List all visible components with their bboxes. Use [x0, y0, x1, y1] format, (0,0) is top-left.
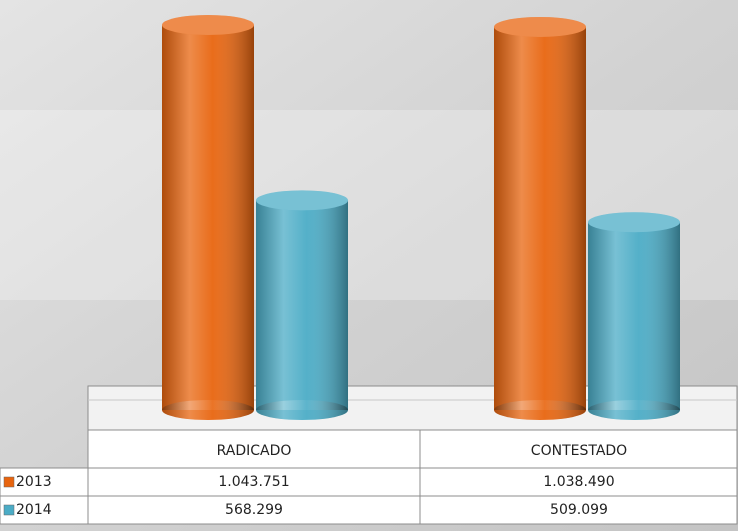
bar	[588, 212, 680, 420]
bar-top-highlight	[162, 15, 254, 35]
bar-top-highlight	[494, 16, 586, 37]
table-body	[87, 429, 738, 525]
value-label: 509.099	[550, 502, 608, 518]
category-label: RADICADO	[217, 443, 292, 459]
bar	[494, 16, 586, 420]
value-label: 1.043.751	[218, 474, 289, 490]
legend-swatch	[3, 504, 15, 516]
bar	[256, 190, 348, 420]
category-label: CONTESTADO	[531, 443, 627, 459]
legend-label: 2013	[16, 474, 52, 490]
bar-top-highlight	[256, 190, 348, 211]
bar-top	[256, 190, 348, 211]
data-table	[0, 429, 738, 525]
bar-shade	[256, 200, 348, 410]
legend-swatch	[3, 476, 15, 488]
legend-label: 2014	[16, 502, 52, 518]
value-label: 568.299	[225, 502, 283, 518]
bar-top	[588, 212, 680, 233]
bar	[162, 15, 254, 420]
bar-shade	[588, 222, 680, 410]
bar-top	[494, 16, 586, 37]
value-label: 1.038.490	[543, 474, 614, 490]
bar-top	[162, 15, 254, 35]
bar-top-highlight	[588, 212, 680, 233]
bar-shade	[494, 26, 586, 410]
bar-shade	[162, 25, 254, 410]
